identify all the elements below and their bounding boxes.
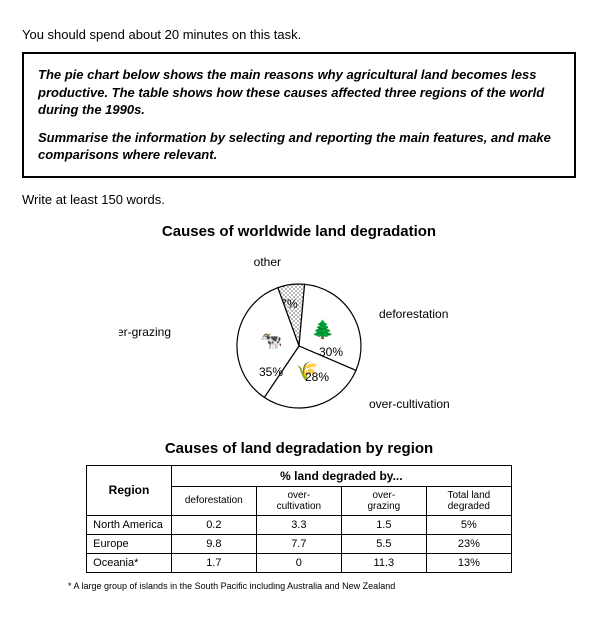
data-cell: 13% — [426, 553, 511, 572]
region-header: Region — [87, 465, 172, 515]
table-title: Causes of land degradation by region — [22, 440, 576, 457]
data-cell: 3.3 — [256, 515, 341, 534]
pie-label-over-cultivation: over-cultivation — [369, 397, 450, 411]
pie-pct-over-grazing: 35% — [259, 365, 283, 379]
pie-chart-title: Causes of worldwide land degradation — [22, 223, 576, 240]
pie-label-deforestation: deforestation — [379, 307, 448, 321]
footnote: * A large group of islands in the South … — [68, 581, 576, 591]
task-paragraph-1: The pie chart below shows the main reaso… — [38, 66, 560, 119]
table-row: Europe9.87.75.523% — [87, 534, 512, 553]
data-cell: 1.7 — [171, 553, 256, 572]
region-table: Region % land degraded by... deforestati… — [86, 465, 512, 573]
sub-header: Total landdegraded — [426, 486, 511, 515]
sub-header: over-cultivation — [256, 486, 341, 515]
data-cell: 5.5 — [341, 534, 426, 553]
task-box: The pie chart below shows the main reaso… — [22, 52, 576, 178]
data-cell: 9.8 — [171, 534, 256, 553]
region-cell: North America — [87, 515, 172, 534]
data-cell: 23% — [426, 534, 511, 553]
pie-label-over-grazing: over-grazing — [119, 325, 171, 339]
pie-chart: other7%🌲deforestation30%🌾over-cultivatio… — [22, 246, 576, 426]
data-cell: 7.7 — [256, 534, 341, 553]
deforestation-icon: 🌲 — [312, 318, 334, 339]
data-cell: 11.3 — [341, 553, 426, 572]
region-cell: Oceania* — [87, 553, 172, 572]
task-paragraph-2: Summarise the information by selecting a… — [38, 129, 560, 164]
sub-header: over-grazing — [341, 486, 426, 515]
min-words: Write at least 150 words. — [22, 192, 576, 207]
sub-header: deforestation — [171, 486, 256, 515]
data-cell: 0 — [256, 553, 341, 572]
pie-label-other: other — [254, 255, 281, 269]
table-row: North America0.23.31.55% — [87, 515, 512, 534]
over-grazing-icon: 🐄 — [260, 330, 282, 350]
pie-pct-over-cultivation: 28% — [305, 370, 329, 384]
data-cell: 1.5 — [341, 515, 426, 534]
region-cell: Europe — [87, 534, 172, 553]
table-row: Oceania*1.7011.313% — [87, 553, 512, 572]
pie-svg: other7%🌲deforestation30%🌾over-cultivatio… — [119, 246, 479, 426]
intro-text: You should spend about 20 minutes on thi… — [22, 27, 576, 42]
data-cell: 5% — [426, 515, 511, 534]
data-cell: 0.2 — [171, 515, 256, 534]
span-header: % land degraded by... — [171, 465, 511, 486]
